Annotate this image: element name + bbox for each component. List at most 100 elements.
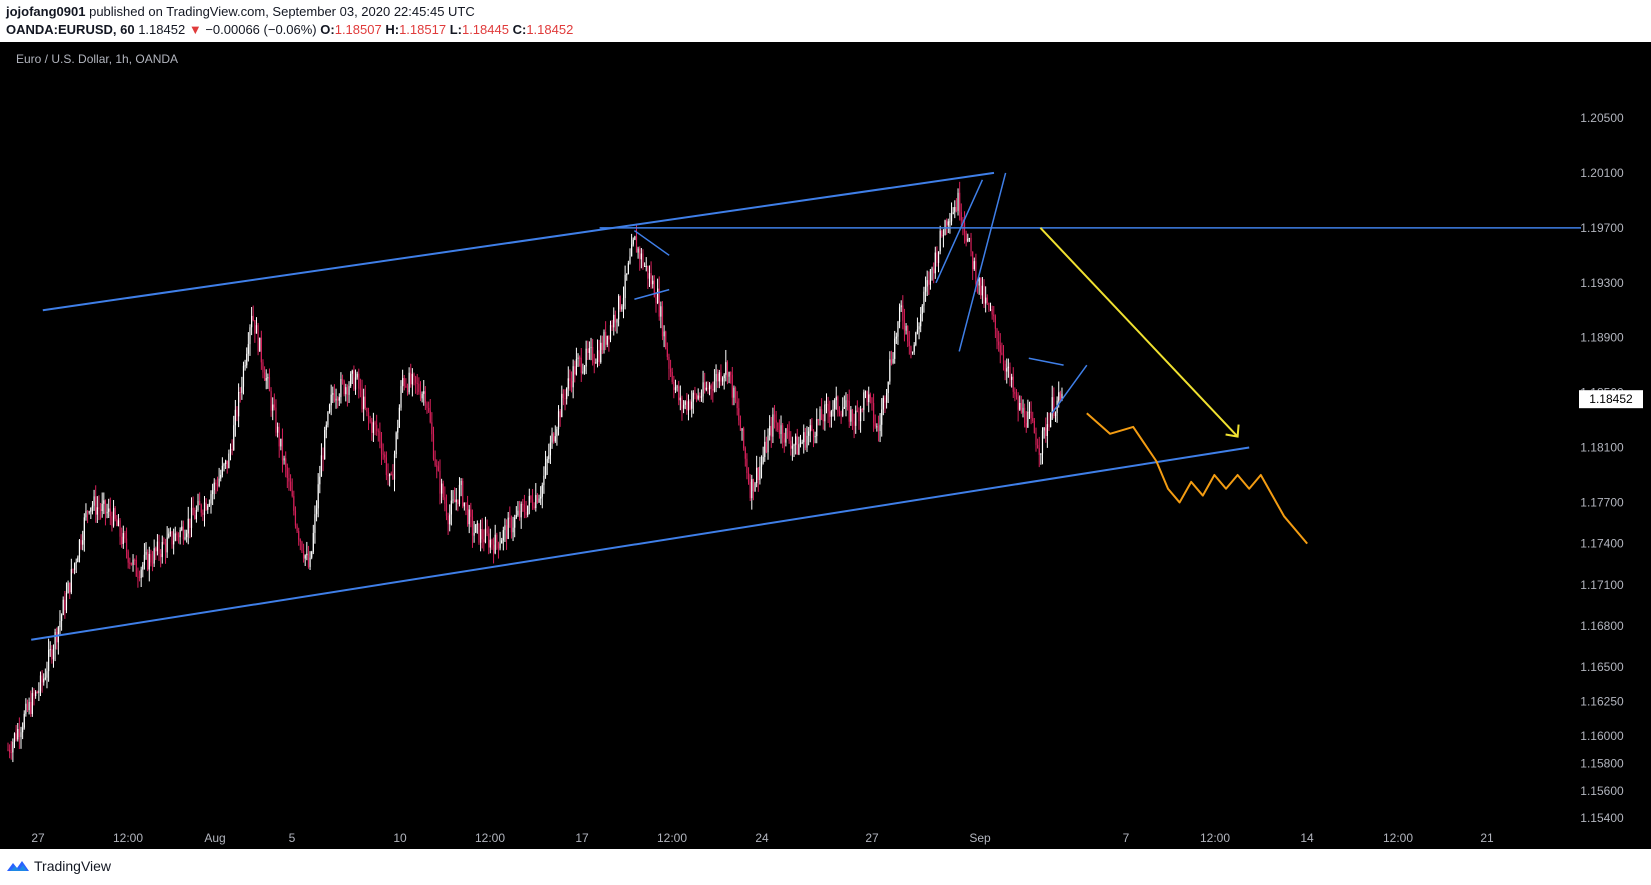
candle-body xyxy=(918,326,920,330)
candle-body xyxy=(75,562,77,564)
candle-body xyxy=(376,424,378,431)
author-name[interactable]: jojofang0901 xyxy=(6,4,86,19)
candle-body xyxy=(304,555,306,559)
candle-body xyxy=(921,305,923,315)
time-tick-label: 12:00 xyxy=(1200,831,1230,845)
candle-body xyxy=(88,511,90,513)
candle-body xyxy=(798,444,800,455)
candle-body xyxy=(692,392,694,402)
price-tick-label: 1.20500 xyxy=(1580,111,1624,125)
candle-body xyxy=(70,569,72,593)
candle-body xyxy=(143,554,146,565)
candle-body xyxy=(432,434,435,459)
candle-body xyxy=(314,514,316,533)
price-tick-label: 1.20100 xyxy=(1580,166,1624,180)
candle-body xyxy=(101,503,103,512)
candle-body xyxy=(431,422,433,435)
candle-body xyxy=(203,502,206,515)
candle-body xyxy=(907,325,909,342)
candle-body xyxy=(851,409,854,422)
candle-body xyxy=(502,530,504,541)
candle-body xyxy=(681,397,683,409)
candle-body xyxy=(106,511,108,514)
candle-body xyxy=(947,221,949,226)
candle-body xyxy=(616,319,618,323)
price-axis[interactable]: 1.205001.201001.197001.193001.189001.185… xyxy=(1580,111,1624,825)
low-label: L: xyxy=(449,22,462,37)
chart-area[interactable]: 1.205001.201001.197001.193001.189001.185… xyxy=(0,42,1651,849)
candle-body xyxy=(1019,402,1021,410)
candle-body xyxy=(207,505,209,510)
candle-body xyxy=(168,533,170,538)
arrowhead-icon xyxy=(1225,424,1240,438)
candle-body xyxy=(244,365,246,367)
candle-body xyxy=(48,650,50,672)
candle-body xyxy=(390,473,392,475)
candle-body xyxy=(153,548,155,564)
candle-body xyxy=(614,314,616,323)
open-label: O: xyxy=(320,22,335,37)
candle-body xyxy=(35,691,37,697)
candle-body xyxy=(840,413,842,416)
candle-body xyxy=(577,357,579,360)
candle-body xyxy=(973,261,975,270)
candle-body xyxy=(275,407,277,433)
candle-body xyxy=(858,411,860,422)
candle-body xyxy=(442,483,444,498)
candle-body xyxy=(62,599,64,615)
candle-body xyxy=(117,520,120,526)
candle-body xyxy=(369,419,371,422)
candle-body xyxy=(234,409,236,426)
tradingview-brand[interactable]: TradingView xyxy=(34,858,112,874)
candle-body xyxy=(631,244,633,257)
candle-body xyxy=(330,394,332,406)
candle-body xyxy=(546,459,548,463)
candle-body xyxy=(687,401,690,411)
candle-body xyxy=(315,508,318,515)
candle-body xyxy=(267,377,269,379)
last-price-badge: 1.18452 xyxy=(1579,390,1643,409)
candle-body xyxy=(931,268,933,270)
candle-body xyxy=(608,335,610,340)
candle-body xyxy=(889,359,891,382)
candle-body xyxy=(609,325,612,340)
candle-body xyxy=(734,387,737,402)
candle-body xyxy=(876,426,878,428)
candle-body xyxy=(28,701,30,711)
candle-body xyxy=(114,508,116,519)
candle-body xyxy=(762,456,764,463)
candle-body xyxy=(302,551,305,559)
candle-body xyxy=(804,432,806,448)
price-chart[interactable]: 1.205001.201001.197001.193001.189001.185… xyxy=(0,42,1651,849)
candle-body xyxy=(911,351,914,353)
candle-body xyxy=(770,425,772,437)
candle-body xyxy=(7,749,9,751)
candle-body xyxy=(694,392,696,395)
candle-body xyxy=(195,510,197,519)
price-tick-label: 1.16000 xyxy=(1580,729,1624,743)
candle-body xyxy=(910,346,912,353)
candle-body xyxy=(36,691,38,694)
candle-body xyxy=(562,393,565,398)
candlestick-series xyxy=(7,181,1063,763)
candle-body xyxy=(124,533,126,539)
candle-body xyxy=(642,253,644,267)
candle-body xyxy=(148,554,150,570)
candle-body xyxy=(553,433,555,442)
candle-body xyxy=(213,482,215,491)
candle-body xyxy=(251,315,253,328)
candle-body xyxy=(632,239,634,245)
time-axis[interactable]: 27 12:00 Aug 5 10 12:00 17 12:00 24 27 Sep 7 12:00 14… xyxy=(31,831,1494,845)
low-value: 1.18445 xyxy=(461,22,509,37)
candle-body xyxy=(455,499,457,503)
candle-body xyxy=(955,207,958,211)
candle-body xyxy=(434,458,436,466)
price-tick-label: 1.19700 xyxy=(1580,221,1624,235)
candle-body xyxy=(504,525,506,531)
candle-body xyxy=(140,569,142,578)
candle-body xyxy=(374,422,376,425)
candle-body xyxy=(268,377,271,392)
candle-body xyxy=(12,741,14,753)
candle-body xyxy=(733,387,735,398)
candle-body xyxy=(814,436,816,438)
